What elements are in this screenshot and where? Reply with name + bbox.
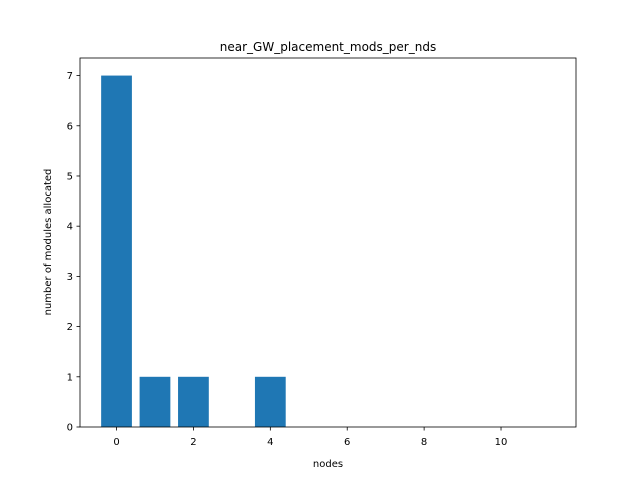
y-tick-label: 0 [67, 423, 73, 434]
y-tick-label: 3 [67, 272, 73, 283]
chart-title: near_GW_placement_mods_per_nds [220, 40, 436, 54]
bar-node-4 [254, 376, 286, 427]
plot-frame [79, 57, 577, 428]
y-tick-label: 1 [67, 372, 73, 383]
x-tick-label: 6 [344, 437, 350, 448]
bars-group [101, 75, 286, 428]
y-tick-label: 5 [67, 171, 73, 182]
bar-node-0 [101, 75, 132, 428]
y-axis-label: number of modules allocated [43, 169, 54, 316]
x-tick-label: 4 [267, 437, 273, 448]
x-tick-label: 10 [495, 437, 508, 448]
bar-node-1 [139, 376, 171, 427]
y-tick-label: 6 [67, 121, 73, 132]
y-tick-label: 4 [67, 222, 73, 233]
x-tick-label: 2 [190, 437, 196, 448]
x-tick-label: 0 [113, 437, 119, 448]
y-tick-label: 2 [67, 322, 73, 333]
x-axis-label: nodes [313, 459, 343, 470]
x-tick-label: 8 [421, 437, 427, 448]
bar-node-2 [178, 376, 209, 427]
y-tick-label: 7 [67, 71, 73, 82]
x-axis-ticks: 0 2 4 6 8 10 [113, 427, 507, 448]
y-axis-ticks: 0 1 2 3 4 5 6 7 [67, 71, 80, 434]
